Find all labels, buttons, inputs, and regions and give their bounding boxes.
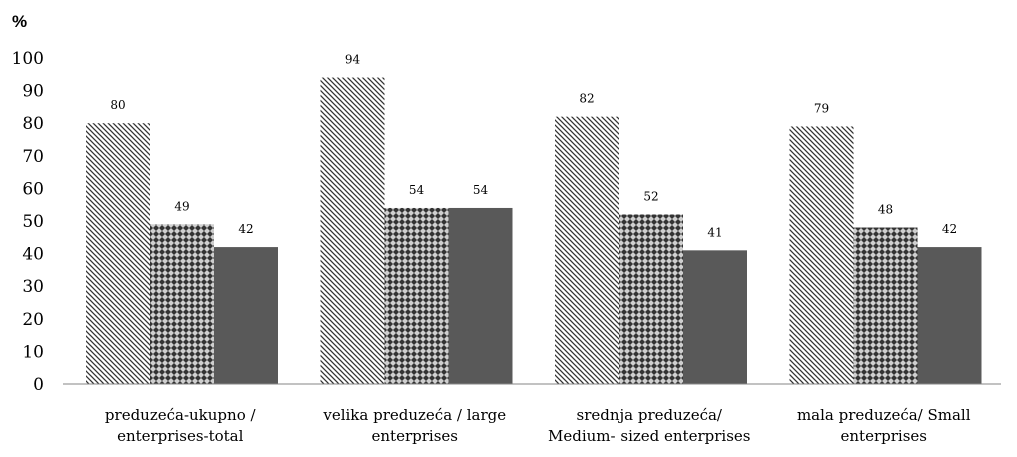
y-tick-label-60: 60 xyxy=(22,179,44,199)
bar-crosshatch-2 xyxy=(384,207,449,384)
bar-solid-2 xyxy=(448,207,513,384)
data-label-diagonal-2: 94 xyxy=(345,53,361,67)
bar-diagonal-1 xyxy=(86,123,150,384)
data-label-solid-3: 41 xyxy=(707,225,722,239)
y-tick-label-20: 20 xyxy=(22,310,44,330)
x-axis-labels: preduzeća-ukupno / enterprises-total velik… xyxy=(105,406,971,445)
bar-crosshatch-4 xyxy=(853,227,918,384)
data-label-crosshatch-1: 49 xyxy=(174,199,189,213)
data-labels: 80 49 42 94 54 54 82 52 41 79 48 42 xyxy=(110,53,957,240)
y-tick-label-90: 90 xyxy=(22,82,44,102)
data-label-crosshatch-4: 48 xyxy=(878,203,893,217)
bar-crosshatch-3 xyxy=(619,214,683,384)
bar-diagonal-3 xyxy=(555,116,619,385)
y-tick-label-100: 100 xyxy=(12,49,44,69)
y-tick-label-10: 10 xyxy=(22,342,44,362)
bar-crosshatch-1 xyxy=(150,224,214,384)
data-label-solid-2: 54 xyxy=(473,183,489,197)
y-axis: 0 10 20 30 40 50 60 70 80 90 100 xyxy=(12,49,44,395)
y-tick-label-70: 70 xyxy=(22,147,44,167)
unit-label: % xyxy=(12,12,27,31)
x-tick-label-4: mala preduzeća/ Small enterprises xyxy=(797,406,971,445)
y-tick-label-0: 0 xyxy=(33,375,44,395)
data-label-solid-4: 42 xyxy=(942,222,957,236)
y-tick-label-30: 30 xyxy=(22,277,44,297)
y-tick-label-40: 40 xyxy=(22,245,44,265)
data-label-crosshatch-2: 54 xyxy=(409,183,425,197)
bar-diagonal-4 xyxy=(789,126,854,385)
bars xyxy=(86,77,982,385)
x-tick-label-1: preduzeća-ukupno / enterprises-total xyxy=(105,406,257,445)
data-label-solid-1: 42 xyxy=(238,222,253,236)
bar-solid-1 xyxy=(214,247,278,384)
bar-solid-4 xyxy=(917,247,982,384)
x-tick-label-3: srednja preduzeća/Medium- sized enterpri… xyxy=(548,406,750,445)
x-tick-label-2: velika preduzeća / large enterprises xyxy=(322,406,506,445)
data-label-diagonal-1: 80 xyxy=(110,98,125,112)
data-label-diagonal-3: 82 xyxy=(579,92,594,106)
y-tick-label-80: 80 xyxy=(22,114,44,134)
bar-solid-3 xyxy=(683,250,747,384)
data-label-diagonal-4: 79 xyxy=(814,101,829,115)
data-label-crosshatch-3: 52 xyxy=(643,189,658,203)
y-tick-label-50: 50 xyxy=(22,212,44,232)
bar-diagonal-2 xyxy=(320,77,385,384)
